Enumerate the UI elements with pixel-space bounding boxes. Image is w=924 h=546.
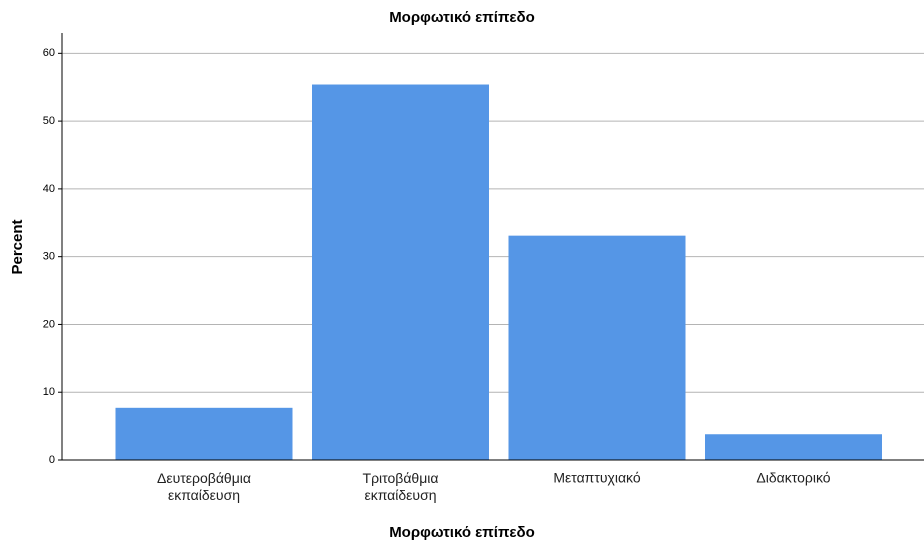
y-tick-label: 20 [43,318,55,330]
x-axis-label: Μορφωτικό επίπεδο [389,524,535,541]
y-tick-label: 60 [43,47,55,59]
bar [508,235,686,460]
x-tick-label: Μεταπτυχιακό [553,470,641,486]
x-tick-label: Διδακτορικό [756,470,830,486]
y-tick-label: 40 [43,183,55,195]
x-tick-label: Δευτεροβάθμια εκπαίδευση [157,470,251,503]
y-axis-label: Percent [9,219,26,274]
y-tick-label: 50 [43,115,55,127]
bar [312,84,489,460]
y-tick-label: 0 [49,454,55,466]
x-tick-label: Τριτοβάθμια εκπαίδευση [363,470,439,503]
chart-title: Μορφωτικό επίπεδο [389,9,535,26]
bar [115,407,293,460]
y-tick-label: 30 [43,251,55,263]
bar [705,434,882,460]
y-tick-label: 10 [43,386,55,398]
